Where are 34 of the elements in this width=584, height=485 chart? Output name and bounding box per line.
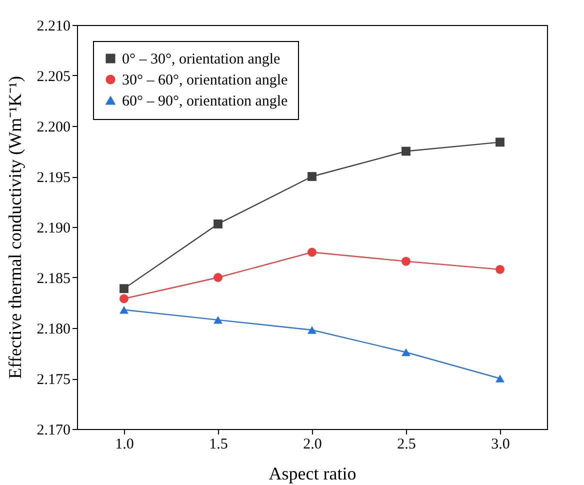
point bbox=[402, 348, 410, 356]
y-tick-label: 2.195 bbox=[36, 170, 70, 186]
x-tick-label: 3.0 bbox=[491, 436, 510, 452]
point bbox=[496, 264, 504, 274]
y-tick-label: 2.185 bbox=[36, 271, 70, 287]
point bbox=[308, 172, 316, 181]
point bbox=[120, 294, 128, 304]
x-axis-title: Aspect ratio bbox=[268, 464, 356, 484]
y-tick-label: 2.200 bbox=[36, 120, 70, 136]
legend-label: 30° – 60°, orientation angle bbox=[122, 72, 288, 88]
point bbox=[496, 138, 504, 147]
point bbox=[214, 220, 222, 228]
y-tick-label: 2.175 bbox=[36, 372, 70, 388]
point bbox=[120, 284, 128, 294]
legend-label: 0° – 30°, orientation angle bbox=[122, 52, 281, 68]
point bbox=[308, 326, 316, 334]
point bbox=[402, 256, 410, 266]
x-tick-label: 2.5 bbox=[397, 436, 416, 452]
point bbox=[308, 248, 316, 257]
y-tick-label: 2.210 bbox=[36, 18, 70, 34]
point bbox=[214, 316, 222, 324]
y-tick-label: 2.180 bbox=[36, 322, 70, 338]
x-tick-label: 1.0 bbox=[115, 436, 134, 452]
point bbox=[402, 146, 410, 156]
legend-label: 60° – 90°, orientation angle bbox=[122, 94, 288, 110]
y-tick-label: 2.190 bbox=[36, 220, 70, 236]
x-tick-label: 2.0 bbox=[303, 436, 322, 452]
y-tick-label: 2.205 bbox=[36, 69, 70, 85]
x-tick-label: 1.5 bbox=[209, 436, 228, 452]
y-axis-title: Effective thermal conductivity (Wm⁻¹K⁻¹) bbox=[4, 76, 25, 379]
y-tick-label: 2.170 bbox=[36, 422, 70, 438]
point bbox=[496, 374, 504, 382]
point bbox=[214, 273, 222, 282]
point bbox=[120, 306, 128, 314]
